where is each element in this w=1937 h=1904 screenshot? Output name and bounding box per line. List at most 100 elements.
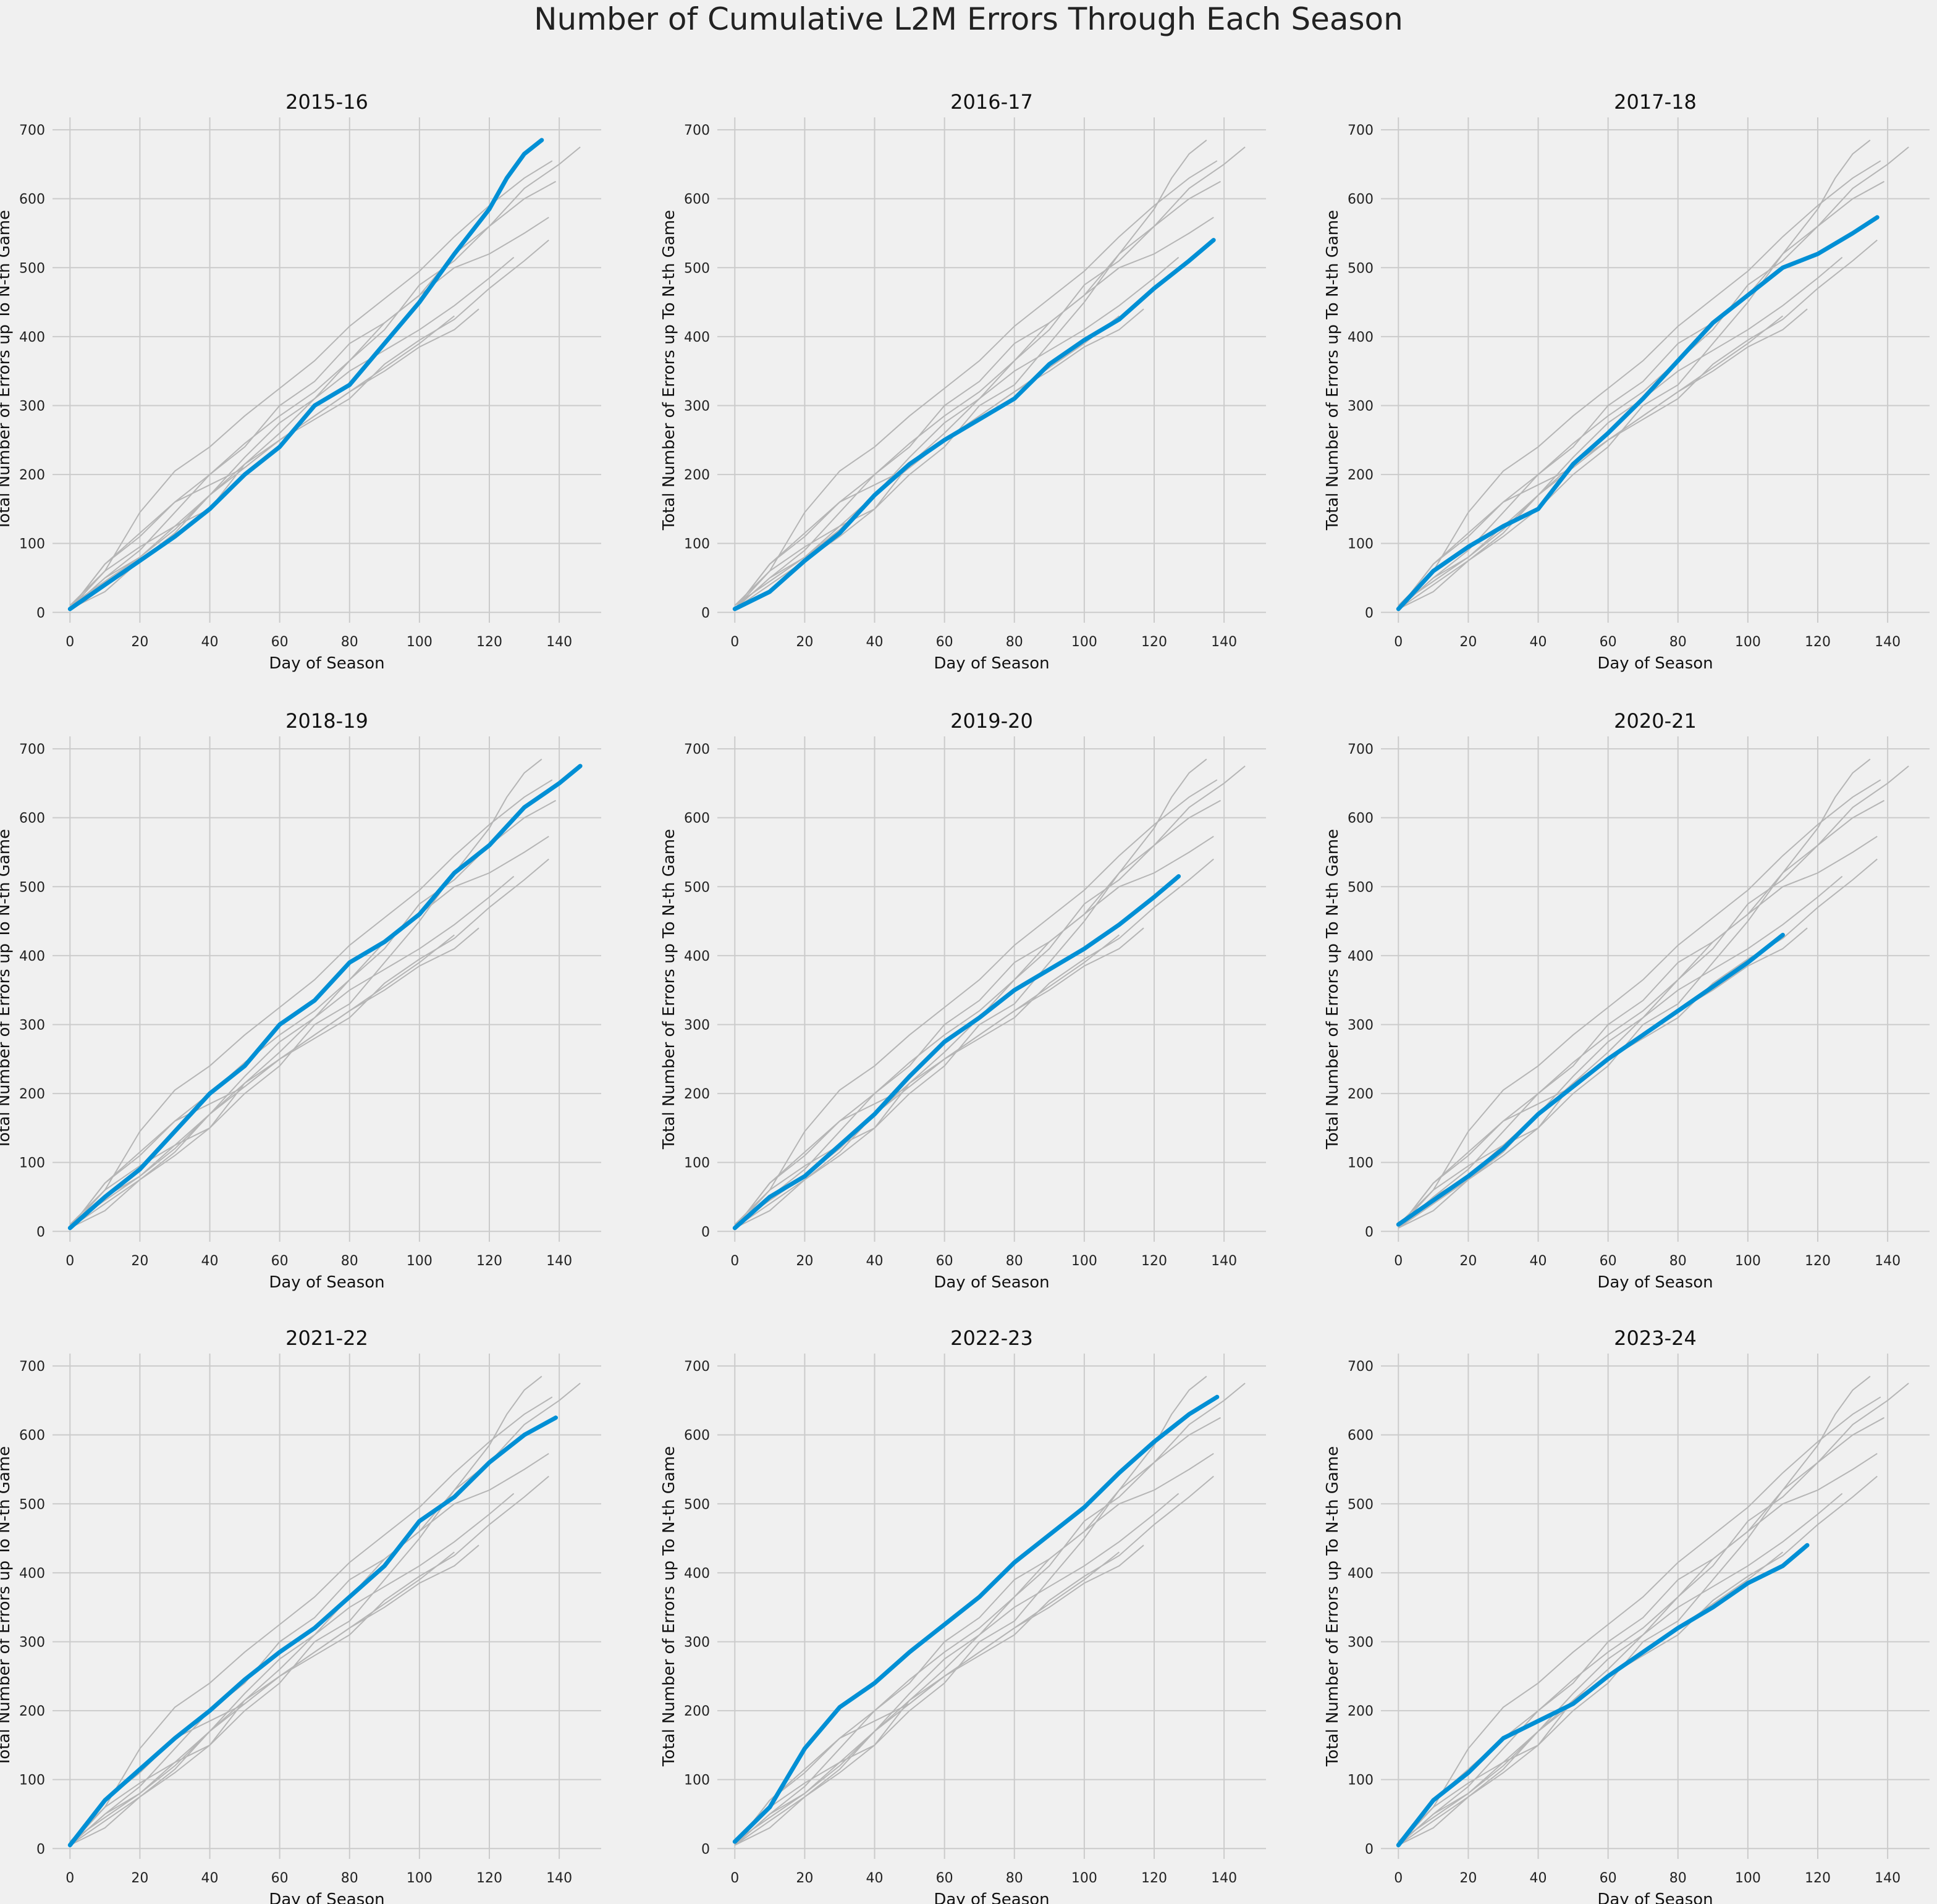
y-tick-label: 200 [19, 1704, 45, 1719]
series-line-highlight [67, 764, 583, 1231]
y-tick-label: 400 [684, 330, 710, 345]
y-tick-label: 700 [19, 123, 45, 138]
y-tick-label: 500 [684, 261, 710, 276]
panel-2022-23: 0 20 40 60 80 100 120 140 0 100 200 300 400 500 600 700… [660, 1326, 1266, 1904]
x-tick-label: 120 [476, 1871, 502, 1886]
y-tick-label: 700 [19, 1359, 45, 1375]
series-line-background [734, 1376, 1207, 1846]
x-tick-label: 60 [1600, 1253, 1617, 1269]
x-tick-label: 80 [1669, 634, 1687, 650]
series-line-highlight [1396, 1543, 1810, 1848]
y-tick-label: 500 [19, 261, 45, 276]
y-tick-label: 600 [684, 811, 710, 827]
y-tick-label: 200 [1348, 468, 1374, 483]
series-line-background [1398, 858, 1878, 1229]
x-tick-label: 80 [341, 1253, 358, 1269]
x-axis-label: Day of Season [269, 654, 384, 673]
series-line-background [734, 927, 1144, 1229]
x-tick-label: 60 [271, 634, 289, 650]
y-tick-label: 200 [1348, 1704, 1374, 1719]
series-line-background [734, 1475, 1214, 1846]
series-line-background [734, 835, 1214, 1229]
panel-2020-21: 0 20 40 60 80 100 120 140 0 100 200 300 400 500 600 700… [1323, 709, 1930, 1292]
y-tick-label: 700 [1348, 1359, 1374, 1375]
y-tick-label: 200 [19, 1087, 45, 1102]
y-tick-label: 200 [19, 468, 45, 483]
y-tick-label: 100 [1348, 537, 1374, 552]
y-tick-label: 600 [1348, 811, 1374, 827]
series-line-background [734, 765, 1246, 1229]
panel-title: 2021-22 [285, 1326, 368, 1350]
y-tick-label: 200 [1348, 1087, 1374, 1102]
x-tick-label: 0 [1394, 634, 1403, 650]
y-tick-label: 300 [684, 1635, 710, 1650]
x-tick-label: 100 [1071, 1253, 1097, 1269]
x-tick-label: 120 [476, 634, 502, 650]
series-line-highlight [1396, 215, 1880, 612]
y-tick-label: 200 [684, 468, 710, 483]
x-tick-label: 20 [1459, 1871, 1477, 1886]
series-line-background [1398, 1452, 1878, 1846]
figure-title: Number of Cumulative L2M Errors Through … [534, 1, 1403, 37]
x-tick-label: 100 [407, 1871, 433, 1886]
series-line-background [69, 759, 542, 1229]
y-tick-label: 600 [19, 811, 45, 827]
x-axis-label: Day of Season [1597, 654, 1713, 673]
y-tick-label: 0 [701, 1224, 710, 1240]
y-tick-label: 400 [1348, 330, 1374, 345]
x-tick-label: 140 [1875, 1253, 1901, 1269]
x-tick-label: 40 [201, 634, 219, 650]
series-line-background [1398, 308, 1808, 610]
x-tick-label: 140 [1211, 1871, 1237, 1886]
x-tick-label: 20 [131, 1253, 148, 1269]
series-line-background [734, 759, 1207, 1229]
y-tick-label: 600 [684, 1428, 710, 1444]
panel-2021-22: 0 20 40 60 80 100 120 140 0 100 200 300 400 500 600 700… [0, 1326, 601, 1904]
series-line-background [69, 927, 479, 1229]
x-tick-label: 100 [1071, 1871, 1097, 1886]
panel-2018-19: 0 20 40 60 80 100 120 140 0 100 200 300 400 500 600 700… [0, 709, 601, 1292]
panel-2015-16: 0 20 40 60 80 100 120 140 0 100 200 300 400 500 600 700… [0, 90, 601, 673]
series-line-background [69, 779, 553, 1225]
x-tick-label: 60 [1600, 634, 1617, 650]
x-tick-label: 20 [796, 1253, 813, 1269]
panel-title: 2015-16 [285, 90, 368, 114]
y-axis-label: Total Number of Errors up To N-th Game [1323, 210, 1342, 531]
x-tick-label: 40 [1530, 1253, 1547, 1269]
x-tick-label: 20 [796, 1871, 813, 1886]
y-axis-label: Total Number of Errors up To N-th Game [1323, 1446, 1342, 1767]
y-tick-label: 100 [684, 1773, 710, 1788]
y-tick-label: 0 [36, 1842, 45, 1857]
y-tick-label: 0 [36, 605, 45, 621]
panel-2016-17: 0 20 40 60 80 100 120 140 0 100 200 300 400 500 600 700… [660, 90, 1266, 673]
y-tick-label: 0 [1365, 1224, 1374, 1240]
series-line-background [1398, 1475, 1878, 1846]
y-tick-label: 700 [19, 742, 45, 757]
y-tick-label: 300 [684, 1017, 710, 1033]
y-tick-label: 500 [19, 1497, 45, 1512]
series-line-background [69, 1396, 553, 1842]
y-tick-label: 0 [701, 605, 710, 621]
y-tick-label: 400 [19, 330, 45, 345]
y-axis-label: Total Number of Errors up To N-th Game [660, 210, 678, 531]
y-axis-label: Total Number of Errors up To N-th Game [0, 829, 14, 1150]
y-tick-label: 400 [19, 1566, 45, 1582]
y-tick-label: 200 [684, 1087, 710, 1102]
x-tick-label: 120 [1805, 1871, 1831, 1886]
series-line-background [734, 1544, 1144, 1846]
y-tick-label: 500 [1348, 1497, 1374, 1512]
y-tick-label: 300 [19, 398, 45, 414]
series-line-background [734, 146, 1246, 610]
x-tick-label: 100 [407, 1253, 433, 1269]
series-line-background [69, 308, 479, 610]
y-tick-label: 400 [1348, 1566, 1374, 1582]
series-line-background [69, 180, 556, 610]
y-tick-label: 100 [1348, 1156, 1374, 1171]
x-tick-label: 20 [796, 634, 813, 650]
panel-2019-20: 0 20 40 60 80 100 120 140 0 100 200 300 400 500 600 700… [660, 709, 1266, 1292]
x-tick-label: 100 [407, 634, 433, 650]
x-tick-label: 0 [65, 634, 74, 650]
series-line-background [69, 1383, 581, 1846]
panel-title: 2016-17 [950, 90, 1033, 114]
panel-title: 2020-21 [1614, 709, 1697, 733]
